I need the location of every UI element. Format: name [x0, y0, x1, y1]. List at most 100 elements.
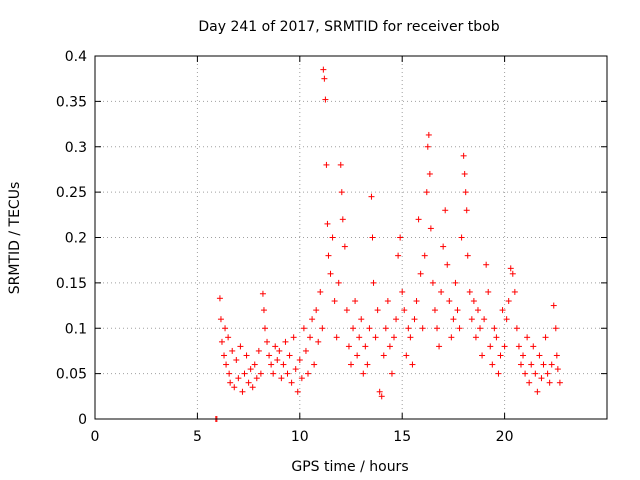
data-point — [446, 298, 453, 305]
x-axis-label: GPS time / hours — [291, 459, 408, 475]
data-point — [296, 357, 303, 364]
y-tick-label: 0.1 — [65, 321, 87, 337]
data-point — [325, 252, 332, 259]
data-point — [237, 343, 244, 350]
data-point — [485, 288, 492, 295]
data-point — [487, 343, 494, 350]
data-point — [429, 279, 436, 286]
data-point — [401, 307, 408, 314]
data-point — [300, 325, 307, 332]
data-point — [259, 290, 266, 297]
data-point — [343, 307, 350, 314]
data-point — [235, 375, 242, 382]
data-point — [231, 384, 238, 391]
data-point — [309, 316, 316, 323]
data-point — [479, 352, 486, 359]
data-point — [552, 325, 559, 332]
data-point — [243, 352, 250, 359]
data-point — [352, 298, 359, 305]
data-point — [329, 234, 336, 241]
data-point — [472, 334, 479, 341]
data-point — [364, 361, 371, 368]
data-point — [350, 325, 357, 332]
data-point — [522, 370, 529, 377]
data-point — [286, 352, 293, 359]
data-point — [282, 338, 289, 345]
data-point — [491, 325, 498, 332]
data-point — [226, 370, 233, 377]
data-point — [374, 307, 381, 314]
data-point — [456, 325, 463, 332]
data-point — [546, 379, 553, 386]
data-point — [495, 370, 502, 377]
data-point — [405, 325, 412, 332]
data-point — [497, 352, 504, 359]
data-point — [434, 325, 441, 332]
data-point — [489, 361, 496, 368]
y-tick-label: 0.05 — [56, 367, 87, 383]
data-point — [411, 316, 418, 323]
y-tick-label: 0.4 — [65, 49, 87, 65]
data-point — [388, 370, 395, 377]
data-point — [427, 225, 434, 232]
data-point — [438, 288, 445, 295]
data-point — [335, 279, 342, 286]
data-point — [272, 343, 279, 350]
data-point — [233, 357, 240, 364]
data-point — [320, 66, 327, 73]
data-point — [520, 352, 527, 359]
data-point — [384, 298, 391, 305]
data-point — [294, 388, 301, 395]
data-point — [399, 288, 406, 295]
data-point — [290, 334, 297, 341]
data-point — [421, 252, 428, 259]
data-point — [260, 307, 267, 314]
data-point — [315, 338, 322, 345]
data-point — [503, 316, 510, 323]
data-point — [339, 216, 346, 223]
data-point — [274, 357, 281, 364]
data-point — [403, 352, 410, 359]
data-point — [413, 298, 420, 305]
data-point — [481, 316, 488, 323]
data-point — [362, 343, 369, 350]
data-point — [419, 325, 426, 332]
data-point — [425, 131, 432, 138]
data-point — [284, 370, 291, 377]
data-point — [407, 334, 414, 341]
data-point — [454, 307, 461, 314]
y-tick-label: 0.15 — [56, 276, 87, 292]
data-point — [448, 334, 455, 341]
data-point — [217, 316, 224, 323]
data-point — [556, 379, 563, 386]
data-point — [278, 375, 285, 382]
data-point — [501, 343, 508, 350]
data-point — [227, 379, 234, 386]
data-point — [526, 379, 533, 386]
data-point — [370, 279, 377, 286]
data-point — [431, 307, 438, 314]
data-point — [382, 325, 389, 332]
data-point — [542, 334, 549, 341]
data-point — [218, 338, 225, 345]
data-point — [369, 234, 376, 241]
data-point — [366, 325, 373, 332]
x-tick-label: 5 — [193, 429, 202, 445]
data-point — [397, 234, 404, 241]
data-point — [524, 334, 531, 341]
data-point — [354, 352, 361, 359]
y-tick-label: 0.3 — [65, 140, 87, 156]
x-tick-label: 15 — [393, 429, 411, 445]
data-point — [540, 361, 547, 368]
data-point — [450, 316, 457, 323]
data-point — [538, 375, 545, 382]
data-point — [395, 252, 402, 259]
data-point — [322, 96, 329, 103]
data-point — [442, 207, 449, 214]
data-point — [216, 295, 223, 302]
data-point — [550, 302, 557, 309]
data-point — [499, 307, 506, 314]
y-axis-label: SRMTID / TECUs — [7, 182, 23, 295]
